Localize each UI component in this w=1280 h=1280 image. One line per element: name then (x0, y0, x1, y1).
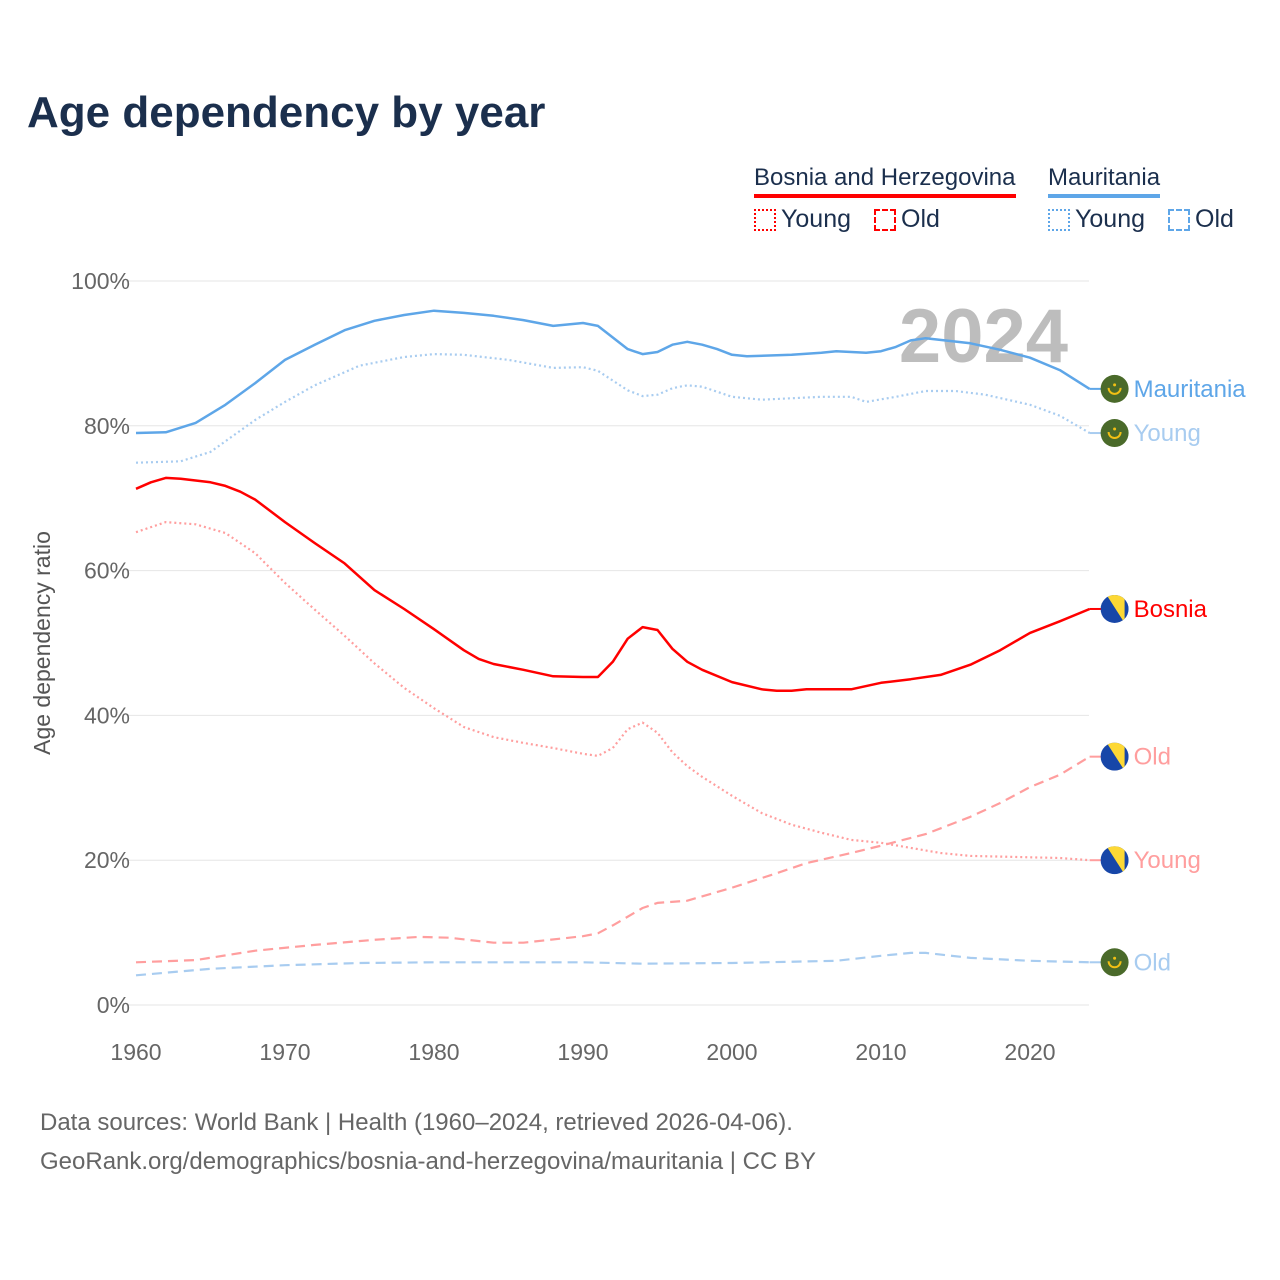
bosnia-flag-icon (1100, 594, 1129, 623)
legend-mauritania-old[interactable]: Old (1168, 205, 1234, 234)
bosnia-flag-icon (1100, 742, 1129, 771)
end-label: Bosnia (1134, 596, 1208, 623)
footer-link[interactable]: GeoRank.org/demographics/bosnia-and-herz… (40, 1148, 816, 1175)
legend-group-bosnia[interactable]: Bosnia and Herzegovina (754, 164, 1016, 198)
year-watermark: 2024 (899, 294, 1068, 379)
legend-label: Old (1195, 205, 1234, 233)
mauritania-flag-icon (1100, 419, 1129, 448)
y-tick-label: 80% (84, 413, 130, 439)
legend-bosnia-old[interactable]: Old (874, 205, 940, 234)
series-line-bosnia[interactable] (135, 476, 1091, 693)
x-tick-label: 1970 (259, 1039, 310, 1065)
legend-bosnia-young[interactable]: Young (754, 205, 851, 234)
dashed-swatch-icon (1168, 208, 1190, 231)
series-line-mauritania[interactable] (135, 309, 1091, 435)
mauritania-flag-icon (1100, 948, 1129, 977)
legend-label: Young (781, 205, 851, 233)
legend-label: Old (901, 205, 940, 233)
x-tick-label: 1990 (557, 1039, 608, 1065)
dotted-swatch-icon (1048, 208, 1070, 231)
series-line-mauritania-old[interactable] (135, 951, 1090, 977)
y-tick-label: 20% (84, 847, 130, 873)
line-chart: 0% 20% 40% 60% 80% 100% 1960 1970 1980 1990 2000 20… (29, 268, 1247, 1065)
end-label: Old (1134, 949, 1171, 976)
dashed-swatch-icon (874, 208, 896, 231)
mauritania-flag-icon (1100, 374, 1129, 403)
x-tick-label: 1960 (110, 1039, 161, 1065)
y-tick-label: 0% (97, 992, 130, 1018)
y-tick-label: 40% (84, 702, 130, 728)
y-tick-label: 60% (84, 558, 130, 584)
dotted-swatch-icon (754, 208, 776, 231)
end-label: Young (1134, 420, 1201, 447)
chart-title: Age dependency by year (27, 88, 546, 137)
legend-label: Young (1075, 205, 1145, 233)
series-line-bosnia-young[interactable] (135, 520, 1090, 862)
footer-sources: Data sources: World Bank | Health (1960–… (40, 1109, 793, 1136)
end-label: Mauritania (1134, 376, 1247, 403)
legend-mauritania-young[interactable]: Young (1048, 205, 1145, 234)
x-tick-label: 2000 (706, 1039, 757, 1065)
y-axis-label: Age dependency ratio (29, 531, 55, 755)
x-tick-label: 1980 (408, 1039, 459, 1065)
x-tick-label: 2010 (855, 1039, 906, 1065)
end-label: Old (1134, 744, 1171, 771)
x-tick-label: 2020 (1004, 1039, 1055, 1065)
series-line-bosnia-old[interactable] (135, 755, 1091, 964)
y-tick-label: 100% (71, 268, 130, 294)
bosnia-flag-icon (1100, 846, 1129, 875)
end-label: Young (1134, 847, 1201, 874)
legend-group-mauritania[interactable]: Mauritania (1048, 164, 1161, 198)
